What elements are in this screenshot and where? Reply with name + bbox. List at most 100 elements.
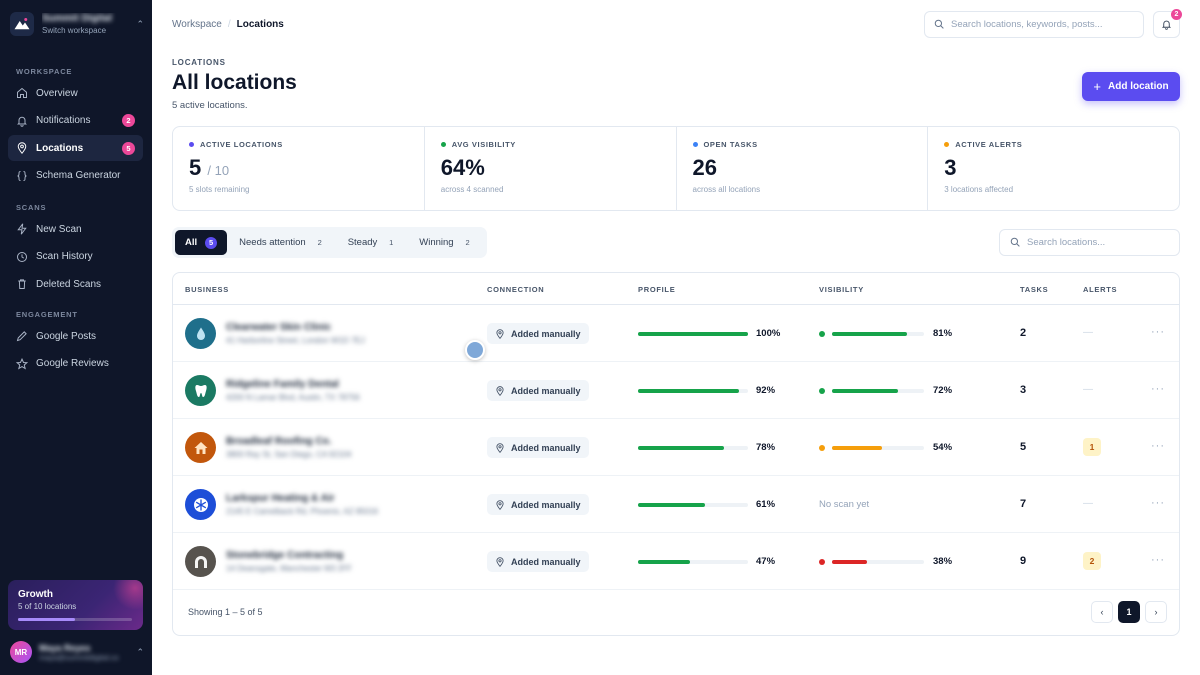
sidebar-item-label: Scan History [36,251,93,262]
alerts-count-badge[interactable]: 1 [1083,438,1101,456]
connection-label: Added manually [511,328,581,339]
tab-count-badge: 1 [389,238,394,247]
global-search-input[interactable] [951,19,1131,30]
sidebar-item-count-badge: 5 [122,141,135,155]
arch-icon [193,554,209,570]
plan-card[interactable]: Growth 5 of 10 locations [8,580,143,630]
business-address: 4200 N Lamar Blvd, Austin, TX 78756 [226,393,360,402]
tab-winning[interactable]: Winning 2 [409,230,483,255]
table-search-input[interactable] [1027,237,1177,248]
house-icon [193,440,209,456]
column-header-connection[interactable]: CONNECTION [487,285,545,294]
sidebar-item-label: Notifications [36,115,91,126]
tab-steady[interactable]: Steady 1 [338,230,408,255]
tasks-count: 7 [1020,498,1027,510]
plan-name: Growth [18,589,53,600]
sidebar-item-google-posts[interactable]: Google Posts [8,323,143,349]
table-search[interactable] [999,229,1180,256]
connection-label: Added manually [511,385,581,396]
column-header-tasks[interactable]: TASKS [1020,285,1049,294]
sidebar-item-label: Schema Generator [36,170,121,181]
user-email: maya@summitdigital.co [39,652,119,662]
chevron-updown-icon[interactable]: ⌃ [136,646,144,657]
sidebar-item-notifications[interactable]: Notifications 2 [8,108,143,134]
visibility-status-dot [819,559,825,565]
sidebar-item-overview[interactable]: Overview [8,80,143,106]
sidebar-item-new-scan[interactable]: New Scan [8,216,143,242]
more-options-icon[interactable]: ··· [1151,554,1165,566]
tab-label: Steady [347,237,378,248]
pagination-page-1[interactable]: 1 [1118,601,1140,623]
pagination-prev-button[interactable]: ‹ [1091,601,1113,623]
filter-tabs: All 5 Needs attention 2 Steady 1 Winning 2 [172,227,487,258]
breadcrumb: Workspace / Locations [172,19,284,30]
connection-badge: Added manually [487,437,589,458]
pin-icon [495,499,505,510]
visibility-status-dot [819,445,825,451]
stat-card-active-alerts: ACTIVE ALERTS 3 3 locations affected [928,127,1179,210]
workspace-switcher[interactable]: Summit Digital Switch workspace ⌃ [10,10,144,38]
status-dot [944,142,950,147]
trash-icon [16,278,28,290]
breadcrumb-root[interactable]: Workspace [172,19,222,30]
business-name[interactable]: Stonebridge Contracting [226,550,344,561]
profile-completion-bar [638,503,748,507]
status-dot [692,142,698,147]
more-options-icon[interactable]: ··· [1151,440,1165,452]
table-row[interactable]: Larkspur Heating & Air 2145 E Camelback R… [173,476,1179,533]
business-name[interactable]: Ridgeline Family Dental [226,379,339,390]
sidebar-item-google-reviews[interactable]: Google Reviews [8,351,143,377]
tab-count-badge: 5 [205,236,218,249]
visibility-value: 72% [933,385,953,396]
mountain-icon [14,18,30,30]
stat-value: 64% [440,155,485,180]
column-header-alerts[interactable]: ALERTS [1083,285,1118,294]
notifications-button[interactable]: 2 [1153,9,1182,38]
business-logo [185,318,216,349]
sidebar-item-schema-generator[interactable]: Schema Generator [8,163,143,189]
tab-needs-attention[interactable]: Needs attention 2 [229,230,336,255]
visibility-bar [832,560,924,564]
history-icon [16,251,28,263]
sidebar-item-scan-history[interactable]: Scan History [8,244,143,270]
connection-label: Added manually [511,499,581,510]
visibility-empty-label: No scan yet [819,499,870,510]
sidebar-item-label: Overview [36,87,78,99]
business-name[interactable]: Clearwater Skin Clinic [226,322,332,333]
bell-icon [16,115,28,127]
column-header-visibility[interactable]: VISIBILITY [819,285,864,294]
profile-completion-bar [638,560,748,564]
pin-icon [495,385,505,396]
business-address: 3800 Ray St, San Diego, CA 92104 [226,450,352,459]
global-search[interactable] [924,11,1144,38]
table-row[interactable]: Broadleaf Roofing Co. 3800 Ray St, San Di… [173,419,1179,476]
table-row[interactable]: Clearwater Skin Clinic 41 Harborline Stre… [173,305,1179,362]
tooth-icon [193,383,209,399]
sidebar-item-locations[interactable]: Locations 5 [8,135,143,161]
more-options-icon[interactable]: ··· [1151,497,1165,509]
user-menu[interactable]: MR Maya Reyes maya@summitdigital.co ⌃ [10,640,144,664]
table-row[interactable]: Ridgeline Family Dental 4200 N Lamar Blvd… [173,362,1179,419]
locations-table: BUSINESS CONNECTION PROFILE VISIBILITY T… [172,272,1180,636]
stat-label: OPEN TASKS [703,140,758,149]
cursor-indicator [465,340,485,360]
tab-all[interactable]: All 5 [175,230,228,255]
column-header-profile[interactable]: PROFILE [638,285,676,294]
add-location-button[interactable]: + Add location [1082,72,1180,101]
profile-completion-bar [638,332,748,336]
sidebar-item-deleted-scans[interactable]: Deleted Scans [8,271,143,297]
sidebar-item-label: Google Posts [36,330,97,342]
alerts-empty: — [1083,498,1093,509]
visibility-value: 38% [933,556,953,567]
business-name[interactable]: Larkspur Heating & Air [226,493,335,504]
column-header-business[interactable]: BUSINESS [185,285,229,294]
business-name[interactable]: Broadleaf Roofing Co. [226,436,332,447]
more-options-icon[interactable]: ··· [1151,383,1165,395]
alerts-count-badge[interactable]: 2 [1083,552,1101,570]
business-address: 41 Harborline Street, London W1D 7EJ [226,336,365,345]
chevron-updown-icon[interactable]: ⌃ [136,18,144,29]
table-row[interactable]: Stonebridge Contracting 14 Deansgate, Man… [173,533,1179,590]
more-options-icon[interactable]: ··· [1151,326,1165,338]
visibility-bar [832,332,924,336]
pagination-next-button[interactable]: › [1145,601,1167,623]
